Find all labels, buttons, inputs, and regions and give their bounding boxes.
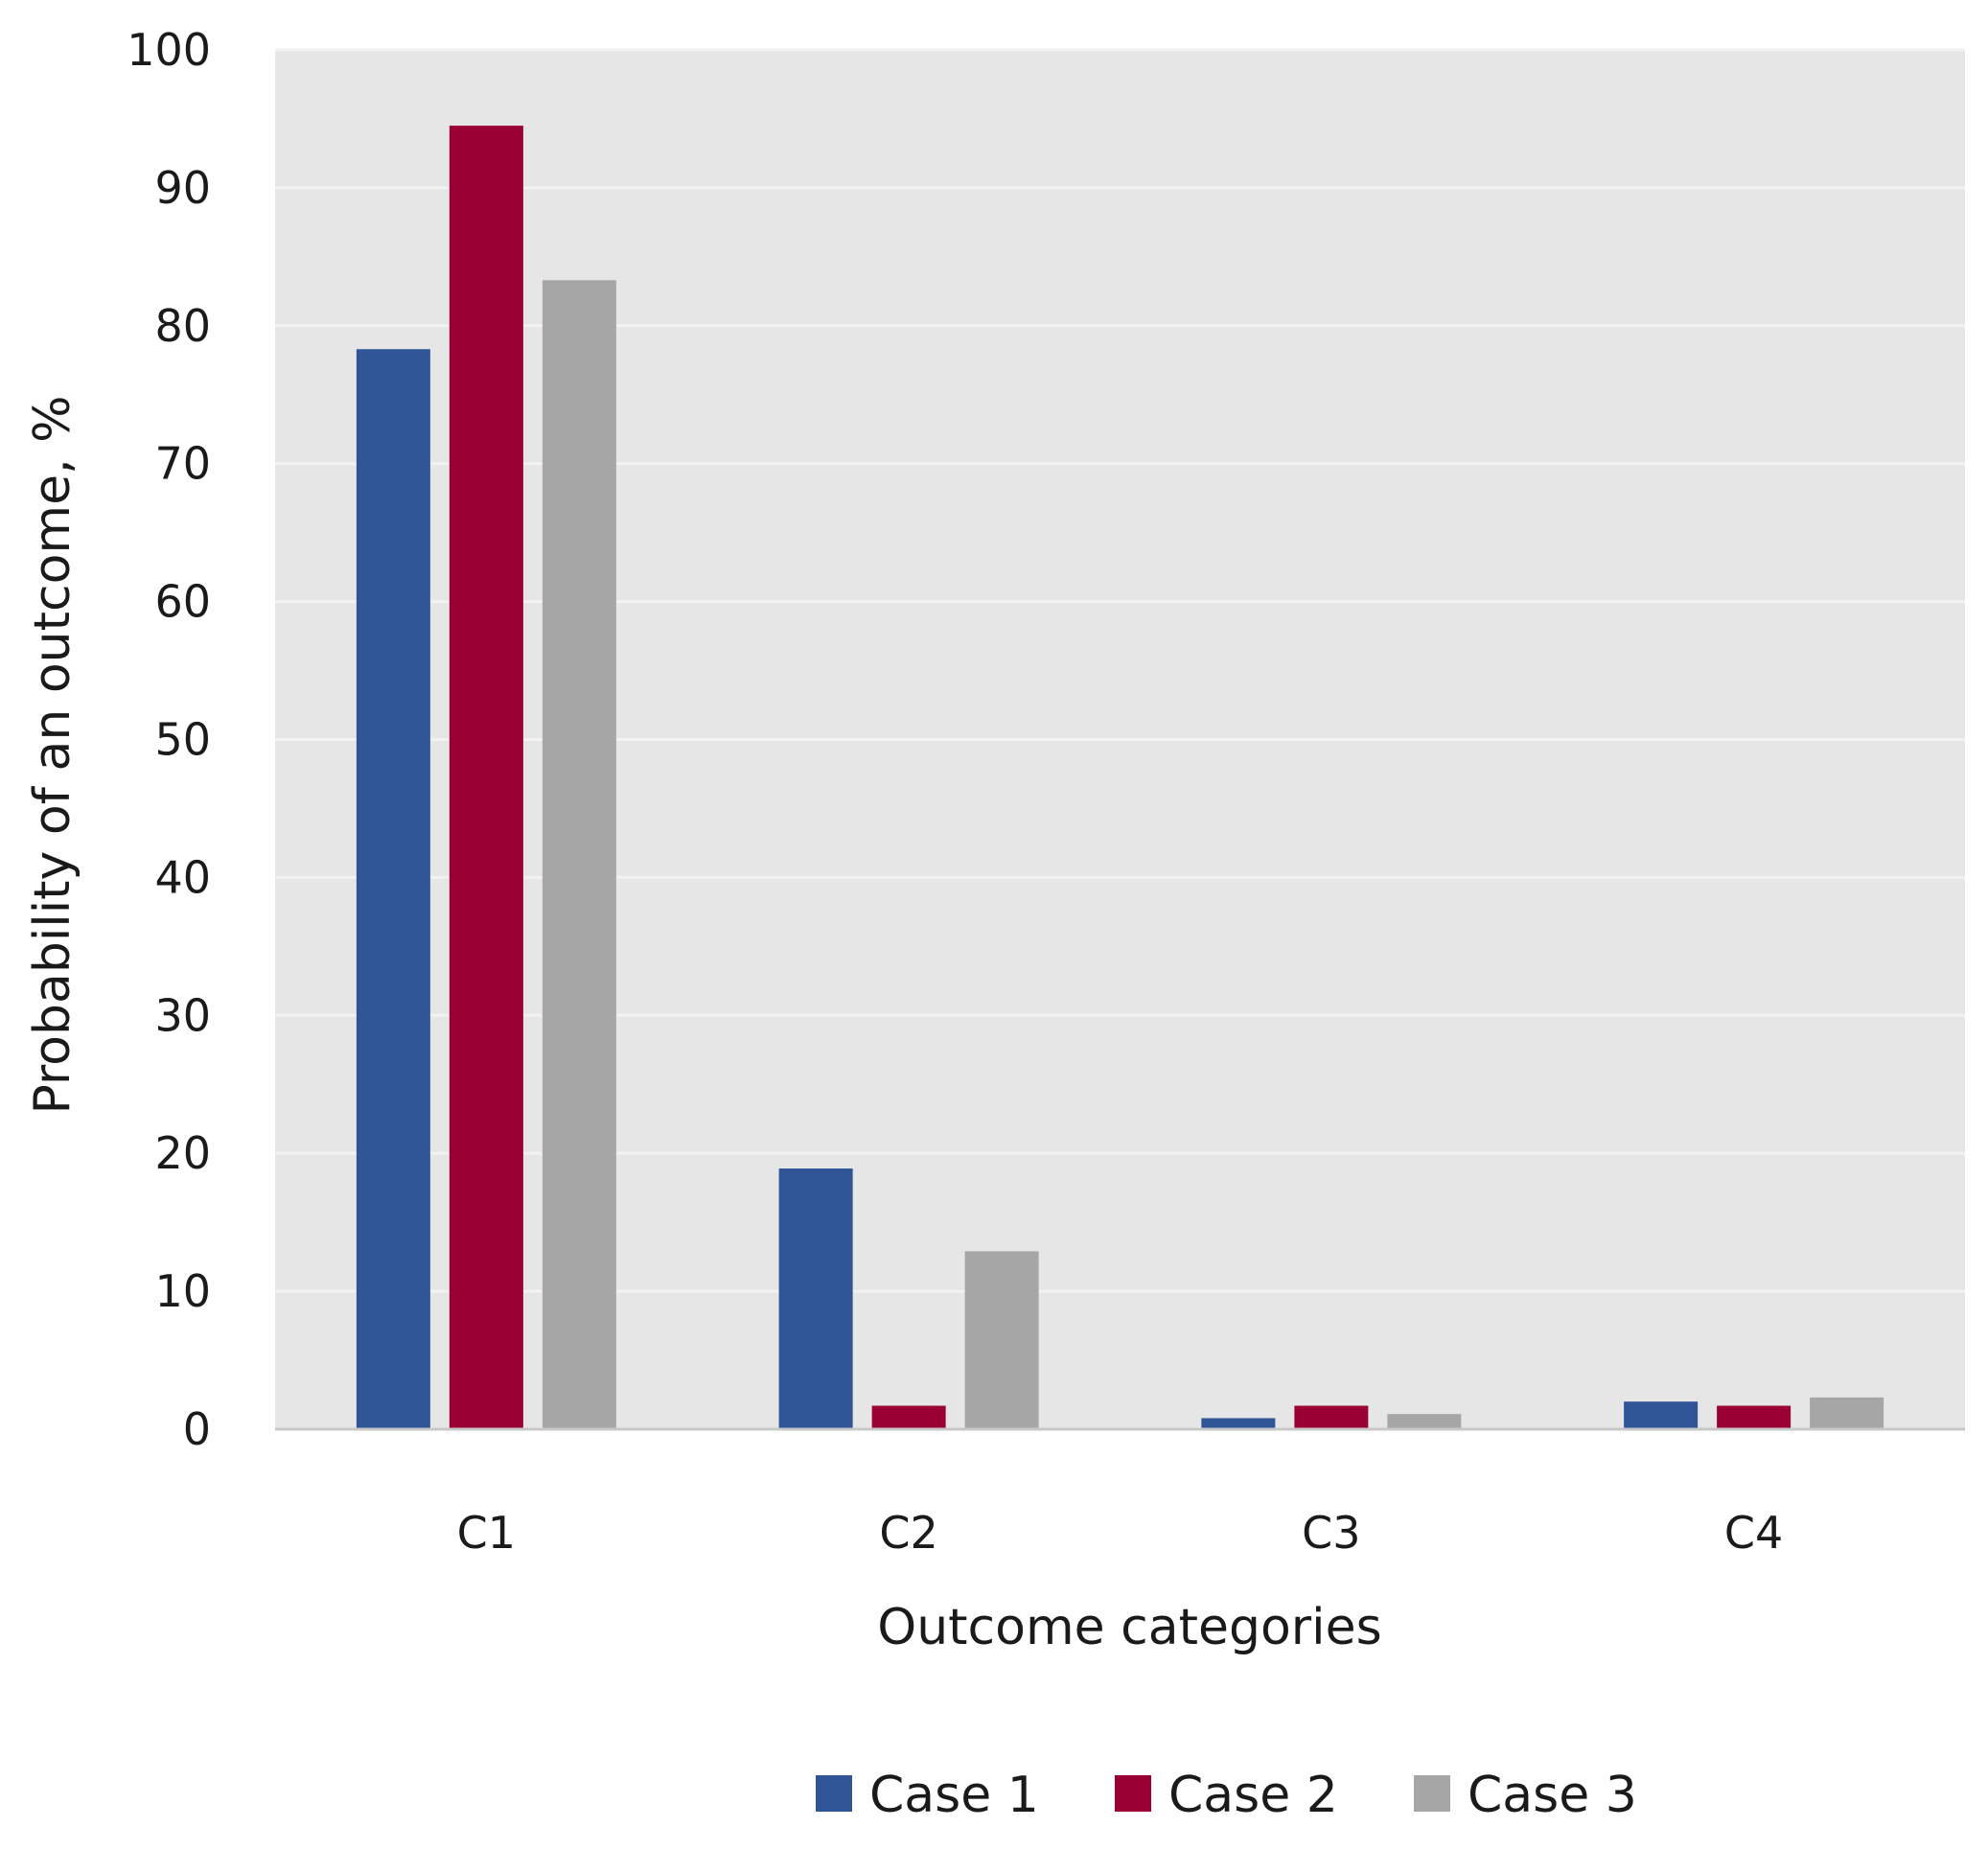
- y-tick-label: 20: [154, 1127, 211, 1179]
- bar-c1-case-2: [449, 126, 523, 1429]
- legend-label-case-2: Case 2: [1168, 1767, 1338, 1824]
- y-tick-label: 60: [154, 576, 211, 628]
- legend-label-case-3: Case 3: [1468, 1767, 1637, 1824]
- y-tick-label: 0: [183, 1403, 211, 1455]
- legend: Case 1 Case 2 Case 3: [816, 1767, 1637, 1824]
- y-tick-label: 40: [154, 851, 211, 903]
- bar-c2-case-1: [778, 1168, 853, 1429]
- y-axis-tick-labels: 0 10 20 30 40 50 60 70 80 90 100: [127, 24, 211, 1455]
- y-tick-label: 100: [127, 24, 211, 76]
- x-tick-label: C3: [1302, 1507, 1360, 1559]
- y-tick-label: 50: [154, 714, 211, 766]
- x-tick-label: C4: [1724, 1507, 1783, 1559]
- bar-c3-case-2: [1294, 1405, 1369, 1429]
- x-tick-label: C2: [879, 1507, 937, 1559]
- y-tick-label: 10: [154, 1265, 211, 1317]
- bar-c1-case-1: [356, 349, 430, 1430]
- bar-c2-case-3: [964, 1251, 1039, 1429]
- legend-swatch-case-3: [1414, 1775, 1450, 1812]
- bar-c4-case-2: [1717, 1405, 1792, 1429]
- y-tick-label: 70: [154, 438, 211, 490]
- bar-c2-case-2: [871, 1405, 946, 1429]
- x-tick-label: C1: [457, 1507, 516, 1559]
- bar-c3-case-1: [1201, 1418, 1276, 1429]
- x-axis-tick-labels: C1 C2 C3 C4: [457, 1507, 1784, 1559]
- bar-c3-case-3: [1387, 1414, 1462, 1429]
- y-tick-label: 90: [154, 162, 211, 214]
- bars: [356, 126, 1884, 1430]
- bar-c1-case-3: [542, 280, 616, 1429]
- legend-swatch-case-2: [1115, 1775, 1151, 1812]
- bar-c4-case-1: [1624, 1401, 1699, 1429]
- bar-c4-case-3: [1810, 1397, 1884, 1429]
- y-axis-title: Probability of an outcome, %: [24, 395, 81, 1114]
- y-tick-label: 30: [154, 989, 211, 1041]
- legend-label-case-1: Case 1: [869, 1767, 1039, 1824]
- legend-swatch-case-1: [816, 1775, 852, 1812]
- y-tick-label: 80: [154, 300, 211, 352]
- x-axis-title: Outcome categories: [877, 1599, 1381, 1656]
